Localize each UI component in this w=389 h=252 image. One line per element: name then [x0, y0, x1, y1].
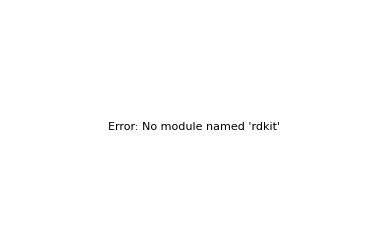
Text: Error: No module named 'rdkit': Error: No module named 'rdkit'	[109, 121, 280, 131]
